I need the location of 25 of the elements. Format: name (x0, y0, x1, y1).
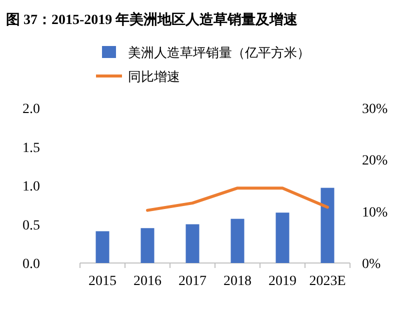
y2-tick-label: 30% (362, 102, 388, 117)
x-tick-label: 2015 (88, 274, 116, 289)
x-tick-label: 2017 (178, 274, 206, 289)
bar (276, 212, 290, 263)
x-tick-label: 2018 (224, 274, 252, 289)
y-tick-label: 0.5 (22, 218, 40, 234)
legend-label: 美洲人造草坪销量（亿平方米） (128, 45, 310, 60)
y-tick-label: 1.0 (22, 180, 40, 194)
bar (186, 224, 200, 263)
y2-tick-label: 20% (362, 154, 388, 169)
y2-tick-label: 0% (362, 257, 381, 272)
bar (320, 188, 334, 263)
y-tick-label: 0.0 (22, 257, 40, 272)
legend-label: 同比增速 (128, 69, 180, 84)
line-series (146, 186, 329, 212)
bar (140, 228, 154, 263)
y2-tick-label: 10% (362, 205, 388, 220)
x-tick-label: 2019 (268, 274, 296, 289)
y-tick-label: 2.0 (22, 102, 40, 117)
x-tick-label: 2023E (309, 274, 346, 289)
chart-title: 图 37：2015-2019 年美洲地区人造草销量及增速 (6, 11, 299, 28)
x-tick-label: 2016 (134, 274, 162, 289)
bar (230, 218, 244, 263)
bar (96, 231, 110, 263)
y-tick-label: 1.5 (22, 140, 40, 156)
